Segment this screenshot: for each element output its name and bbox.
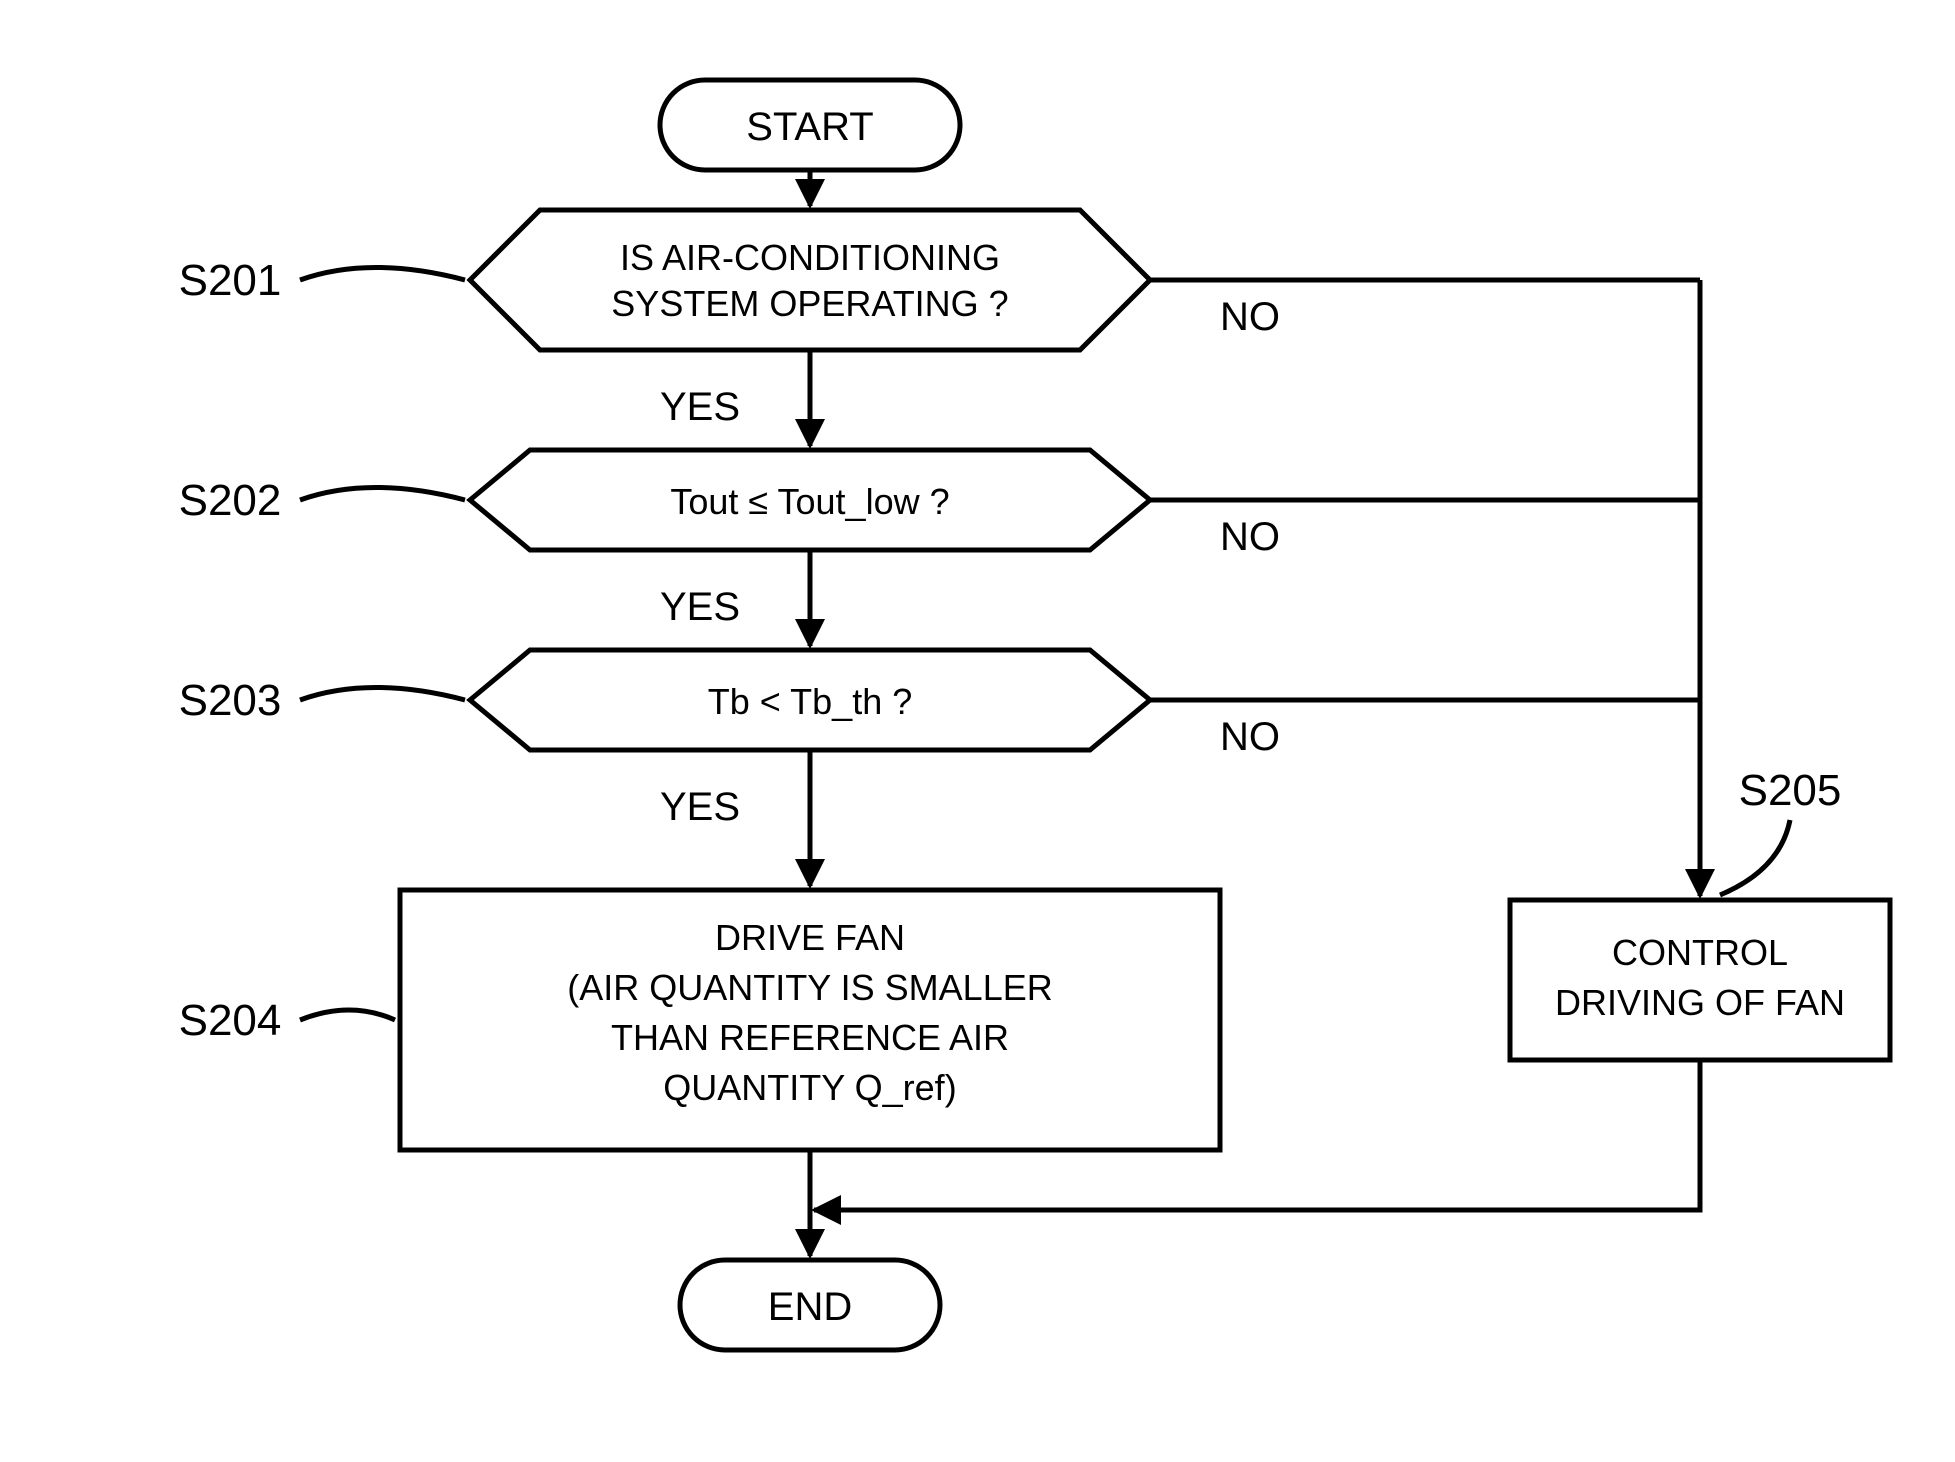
- step-label-s202: S202: [179, 476, 465, 525]
- node-start-text: START: [746, 105, 873, 149]
- flowchart-canvas: YES YES YES NO NO NO START IS AIR-CONDIT…: [0, 0, 1955, 1457]
- node-d2-line1: Tout ≤ Tout_low ?: [670, 481, 949, 522]
- step-label-s203: S203: [179, 676, 465, 725]
- label-yes-1: YES: [660, 385, 740, 429]
- node-d3-line1: Tb < Tb_th ?: [708, 681, 912, 722]
- node-p2-line2: DRIVING OF FAN: [1555, 982, 1845, 1023]
- node-d1: IS AIR-CONDITIONING SYSTEM OPERATING ?: [470, 210, 1150, 350]
- step-label-s202-text: S202: [179, 476, 282, 525]
- node-p1-line1: DRIVE FAN: [715, 917, 905, 958]
- step-label-s204-text: S204: [179, 996, 282, 1045]
- node-p1-line2: (AIR QUANTITY IS SMALLER: [567, 967, 1052, 1008]
- node-p1: DRIVE FAN (AIR QUANTITY IS SMALLER THAN …: [400, 890, 1220, 1150]
- label-yes-3: YES: [660, 785, 740, 829]
- node-end: END: [680, 1260, 940, 1350]
- step-label-s204: S204: [179, 996, 395, 1045]
- step-label-s205-text: S205: [1739, 766, 1842, 815]
- node-p1-line3: THAN REFERENCE AIR: [611, 1017, 1009, 1058]
- label-yes-2: YES: [660, 585, 740, 629]
- node-p1-line4: QUANTITY Q_ref): [663, 1067, 956, 1108]
- node-d3: Tb < Tb_th ?: [470, 650, 1150, 750]
- step-label-s201-text: S201: [179, 256, 282, 305]
- step-label-s201: S201: [179, 256, 465, 305]
- node-start: START: [660, 80, 960, 170]
- node-end-text: END: [768, 1285, 852, 1329]
- step-label-s205: S205: [1720, 766, 1841, 895]
- label-no-3: NO: [1220, 715, 1280, 759]
- node-d1-line1: IS AIR-CONDITIONING: [620, 237, 1000, 278]
- node-p2: CONTROL DRIVING OF FAN: [1510, 900, 1890, 1060]
- label-no-1: NO: [1220, 295, 1280, 339]
- node-p2-line1: CONTROL: [1612, 932, 1788, 973]
- node-d1-line2: SYSTEM OPERATING ?: [611, 283, 1008, 324]
- label-no-2: NO: [1220, 515, 1280, 559]
- step-label-s203-text: S203: [179, 676, 282, 725]
- node-d2: Tout ≤ Tout_low ?: [470, 450, 1150, 550]
